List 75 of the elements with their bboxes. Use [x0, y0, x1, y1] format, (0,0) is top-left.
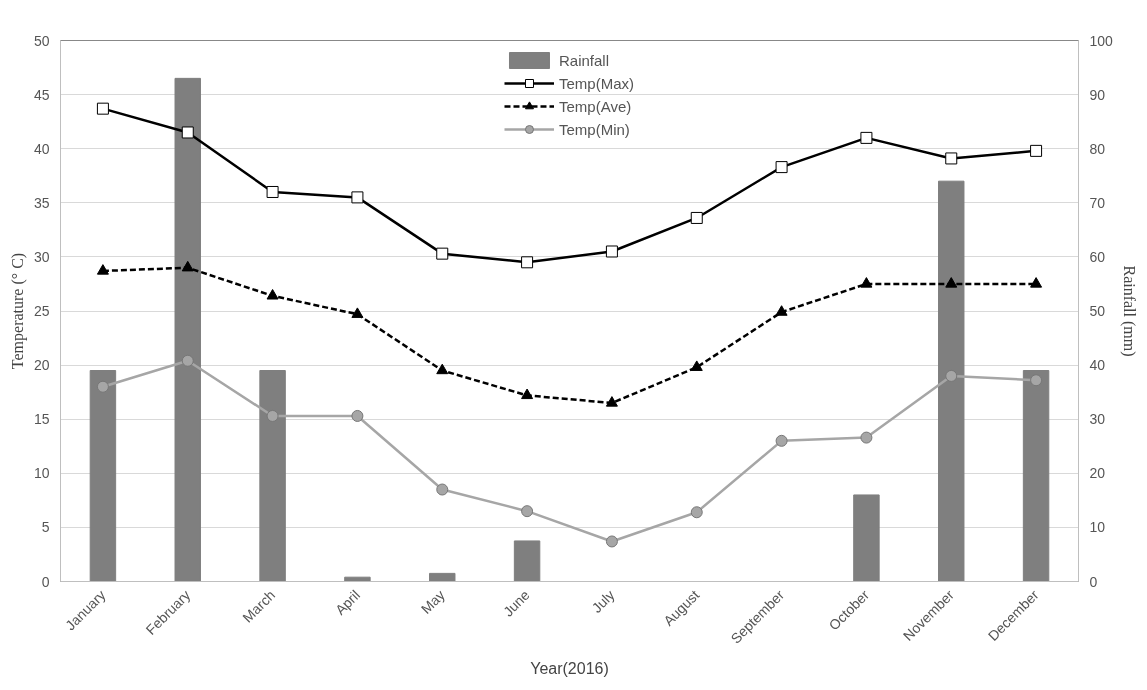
y2-tick-label: 50 — [1089, 303, 1106, 319]
x-axis-title: Year(2016) — [530, 660, 609, 678]
point — [945, 277, 958, 288]
y-tick-label: 5 — [41, 519, 50, 536]
point — [521, 256, 534, 269]
point — [351, 191, 364, 204]
point — [860, 131, 873, 144]
point — [96, 264, 109, 275]
y-tick-label: 15 — [33, 411, 50, 428]
y-tick-label: 25 — [33, 303, 50, 319]
point — [605, 396, 618, 407]
legend-label: Temp(Max) — [558, 74, 635, 92]
y2-tick-label: 60 — [1089, 248, 1106, 265]
point — [181, 126, 194, 139]
point — [690, 211, 703, 224]
y2-tick-label: 70 — [1089, 194, 1106, 211]
y-tick-label: 50 — [33, 32, 50, 49]
y2-tick-label: 20 — [1089, 465, 1106, 482]
point — [266, 289, 279, 300]
y-tick-label: 40 — [33, 140, 50, 157]
y-tick-label: 20 — [33, 357, 50, 374]
y2-tick-label: 90 — [1089, 86, 1106, 103]
point — [690, 506, 703, 519]
y2-tick-label: 100 — [1089, 32, 1114, 49]
point — [96, 380, 109, 393]
y2-tick-label: 10 — [1089, 519, 1106, 536]
bar — [174, 77, 201, 582]
point — [1030, 144, 1043, 157]
point — [181, 260, 194, 272]
x-tick-label: May — [417, 586, 448, 617]
y-tick-label: 0 — [41, 573, 50, 590]
y-tick-label: 35 — [33, 194, 50, 211]
bar — [429, 572, 456, 582]
bar — [938, 180, 965, 582]
point — [436, 483, 449, 496]
point — [945, 152, 958, 165]
point — [521, 388, 534, 400]
point — [775, 434, 788, 447]
point — [605, 245, 618, 258]
point — [775, 305, 788, 316]
y2-tick-label: 80 — [1089, 140, 1106, 157]
bar — [513, 540, 541, 582]
point — [860, 277, 873, 288]
point — [690, 360, 703, 371]
y-tick-label: 30 — [33, 248, 50, 265]
point — [775, 161, 788, 174]
y-tick-label: 10 — [33, 465, 50, 482]
point — [266, 185, 279, 198]
y2-tick-label: 30 — [1089, 411, 1106, 428]
y2-tick-label: 0 — [1089, 573, 1098, 590]
point — [1030, 277, 1043, 288]
point — [605, 535, 618, 548]
point — [945, 369, 958, 382]
y2-axis-title: Rainfall (mm) — [1119, 265, 1138, 357]
point — [1030, 374, 1043, 387]
bar — [259, 370, 286, 582]
point — [351, 307, 364, 318]
legend-label: Temp(Min) — [558, 120, 630, 138]
point — [266, 409, 279, 422]
legend-label: Temp(Ave) — [558, 97, 632, 115]
point — [436, 247, 449, 260]
y-tick-label: 45 — [33, 86, 50, 103]
legend-label: Rainfall — [558, 51, 610, 69]
point — [860, 431, 873, 444]
point — [96, 102, 109, 115]
y-axis-title: Temperature (° C) — [8, 252, 27, 370]
bar — [89, 370, 117, 582]
point — [181, 354, 194, 367]
point — [521, 505, 534, 518]
y2-tick-label: 40 — [1089, 357, 1106, 374]
bar — [853, 494, 880, 582]
bar — [1022, 370, 1050, 582]
x-tick-label: July — [588, 586, 618, 616]
point — [436, 363, 449, 375]
point — [351, 409, 364, 422]
